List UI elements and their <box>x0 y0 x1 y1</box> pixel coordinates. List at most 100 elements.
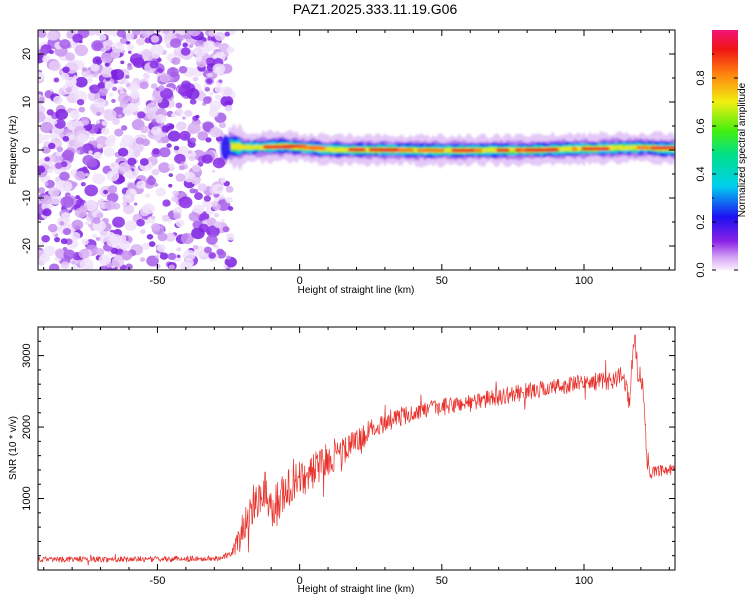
noise-speckle <box>150 35 160 43</box>
noise-speckle <box>112 216 125 228</box>
noise-speckle <box>41 234 50 243</box>
noise-speckle <box>145 193 151 198</box>
noise-speckle <box>141 242 151 251</box>
noise-speckle <box>89 84 100 94</box>
noise-speckle <box>47 168 53 173</box>
noise-speckle <box>187 122 201 134</box>
noise-speckle <box>142 50 154 62</box>
signal-peak-segment <box>263 145 294 149</box>
noise-speckle <box>204 246 213 254</box>
noise-speckle <box>117 93 130 104</box>
noise-speckle <box>49 88 54 92</box>
noise-speckle <box>181 80 191 89</box>
noise-speckle <box>176 121 187 131</box>
noise-speckle <box>100 52 113 64</box>
noise-speckle <box>168 123 175 130</box>
noise-speckle <box>86 77 93 84</box>
noise-speckle <box>136 180 146 189</box>
signal-peak-segment <box>348 148 366 152</box>
noise-speckle <box>168 183 173 188</box>
noise-speckle <box>227 206 234 211</box>
noise-speckle <box>49 166 54 170</box>
noise-speckle <box>188 155 196 162</box>
noise-speckle <box>48 186 60 198</box>
noise-speckle <box>110 50 121 59</box>
colorbar-tick-label: 0.8 <box>695 70 707 85</box>
noise-speckle <box>59 70 64 74</box>
noise-speckle <box>38 165 46 174</box>
signal-peak-segment <box>301 145 323 150</box>
noise-speckle <box>175 102 183 109</box>
noise-speckle <box>120 250 133 261</box>
noise-speckle <box>223 264 228 269</box>
noise-speckle <box>112 117 121 125</box>
x-tick-label: -50 <box>149 275 165 287</box>
noise-speckle <box>68 134 75 140</box>
noise-speckle <box>202 121 214 132</box>
noise-speckle <box>150 83 158 89</box>
noise-speckle <box>148 241 156 248</box>
noise-speckle <box>136 218 145 227</box>
noise-speckle <box>63 185 71 192</box>
noise-speckle <box>70 231 81 241</box>
noise-speckle <box>211 169 216 173</box>
noise-speckle <box>84 184 98 197</box>
noise-speckle <box>71 219 84 230</box>
noise-speckle <box>72 264 78 270</box>
noise-speckle <box>214 31 226 41</box>
noise-speckle <box>189 188 196 194</box>
noise-speckle <box>78 249 90 259</box>
noise-speckle <box>41 145 51 154</box>
noise-speckle <box>38 132 45 144</box>
noise-speckle <box>65 52 75 61</box>
noise-speckle <box>161 125 170 133</box>
noise-speckle <box>80 181 86 187</box>
noise-speckle <box>74 171 86 181</box>
colorbar-tick-label: 0.0 <box>695 262 707 277</box>
noise-speckle <box>155 264 161 269</box>
noise-speckle <box>125 263 133 270</box>
noise-speckle <box>126 103 135 110</box>
noise-speckle <box>71 260 76 265</box>
noise-speckle <box>214 42 221 48</box>
noise-speckle <box>226 232 235 241</box>
noise-speckle <box>75 195 80 199</box>
noise-speckle <box>54 162 63 169</box>
noise-speckle <box>175 206 182 212</box>
noise-speckle <box>105 30 111 33</box>
noise-speckle <box>124 79 129 84</box>
noise-speckle <box>46 109 54 116</box>
noise-speckle <box>128 169 132 173</box>
noise-speckle <box>182 42 188 48</box>
noise-speckle <box>189 137 197 144</box>
noise-speckle <box>218 79 223 84</box>
noise-speckle <box>79 258 94 270</box>
noise-speckle <box>88 223 93 228</box>
signal-peak-segment <box>571 147 578 151</box>
noise-speckle <box>93 151 103 160</box>
noise-speckle <box>101 127 110 135</box>
noise-speckle <box>81 238 89 246</box>
bottom-plot-frame <box>37 326 676 571</box>
noise-speckle <box>100 66 114 78</box>
noise-speckle <box>78 106 86 113</box>
noise-speckle <box>47 223 58 233</box>
noise-speckle <box>169 38 182 49</box>
noise-speckle <box>208 108 219 118</box>
noise-speckle <box>162 30 170 35</box>
noise-speckle <box>151 168 160 176</box>
noise-speckle <box>87 158 98 168</box>
noise-speckle <box>167 130 181 142</box>
noise-speckle <box>151 126 162 136</box>
noise-speckle <box>39 48 48 56</box>
noise-speckle <box>44 156 51 162</box>
signal-peak-segment <box>581 147 610 151</box>
noise-speckle <box>175 219 185 228</box>
noise-speckle <box>54 119 66 129</box>
noise-speckle <box>167 67 179 78</box>
noise-speckle <box>192 76 199 82</box>
top-y-axis-label: Frequency (Hz) <box>8 116 19 185</box>
noise-speckle <box>220 86 233 97</box>
noise-speckle <box>74 44 89 57</box>
noise-speckle <box>157 232 168 242</box>
